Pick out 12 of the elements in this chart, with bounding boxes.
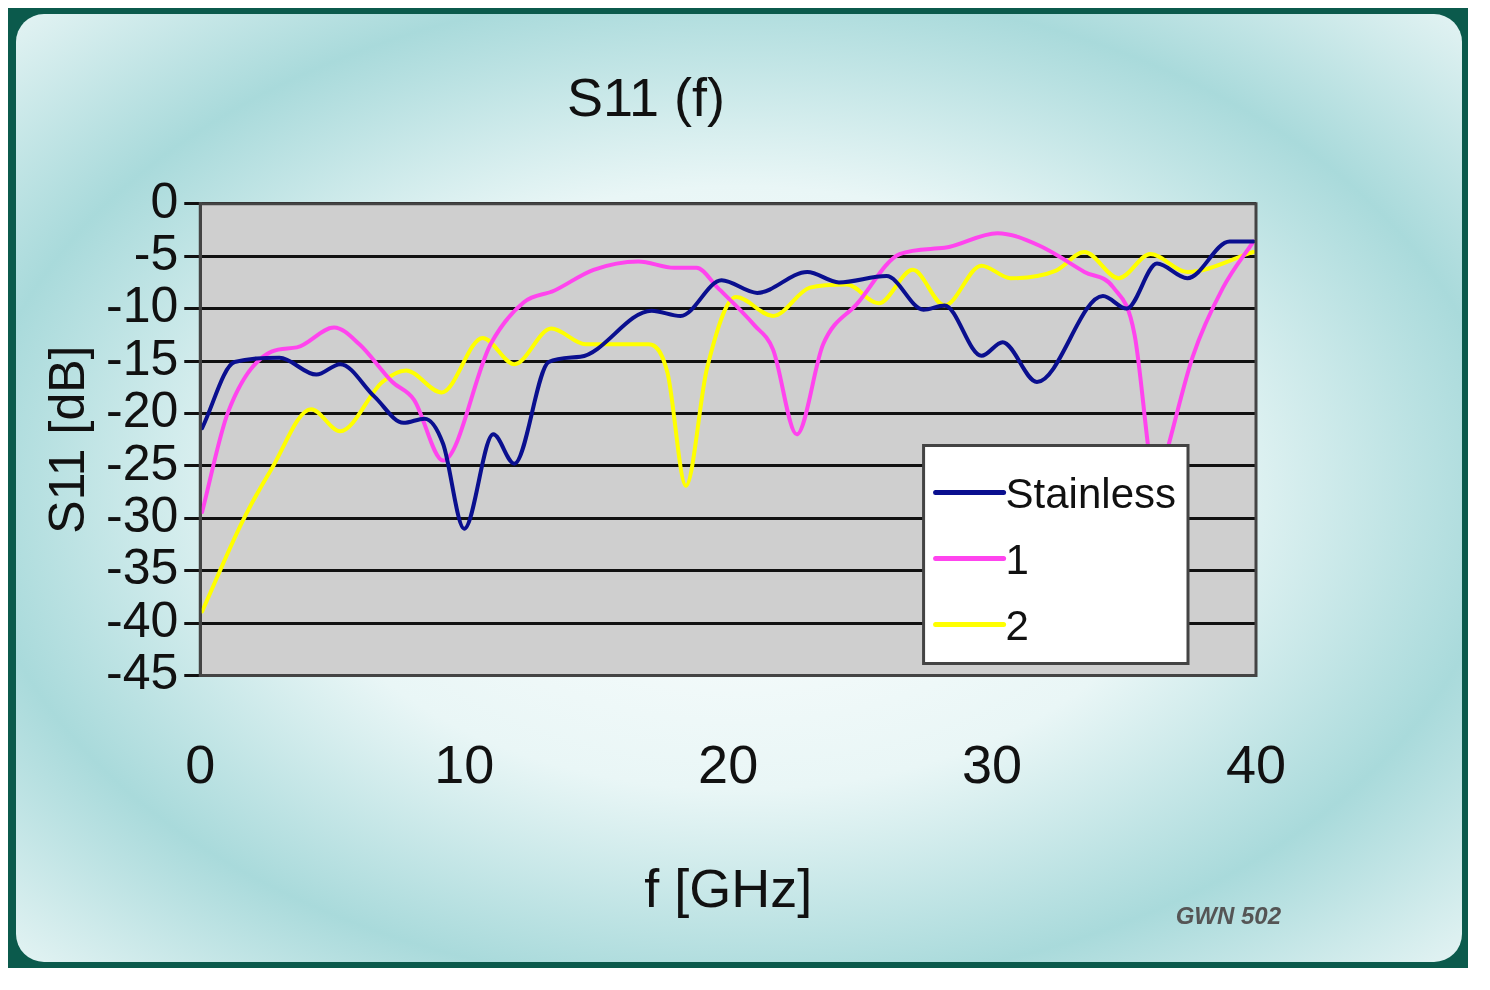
x-tick-label: 30 xyxy=(962,733,1023,794)
x-tick-label: 10 xyxy=(434,733,495,794)
y-axis-title: S11 [dB] xyxy=(38,345,95,534)
x-tick-label: 0 xyxy=(185,733,216,794)
x-tick-label: 20 xyxy=(698,733,759,794)
x-tick-label: 40 xyxy=(1225,733,1287,794)
legend-label: 1 xyxy=(1005,535,1029,583)
legend-label: Stainless xyxy=(1005,469,1176,517)
legend-label: 2 xyxy=(1005,601,1029,649)
text: GWN 502 xyxy=(1175,901,1282,929)
x-axis-title: f [GHz] xyxy=(644,858,813,919)
chart-title: S11 (f) xyxy=(566,67,726,128)
